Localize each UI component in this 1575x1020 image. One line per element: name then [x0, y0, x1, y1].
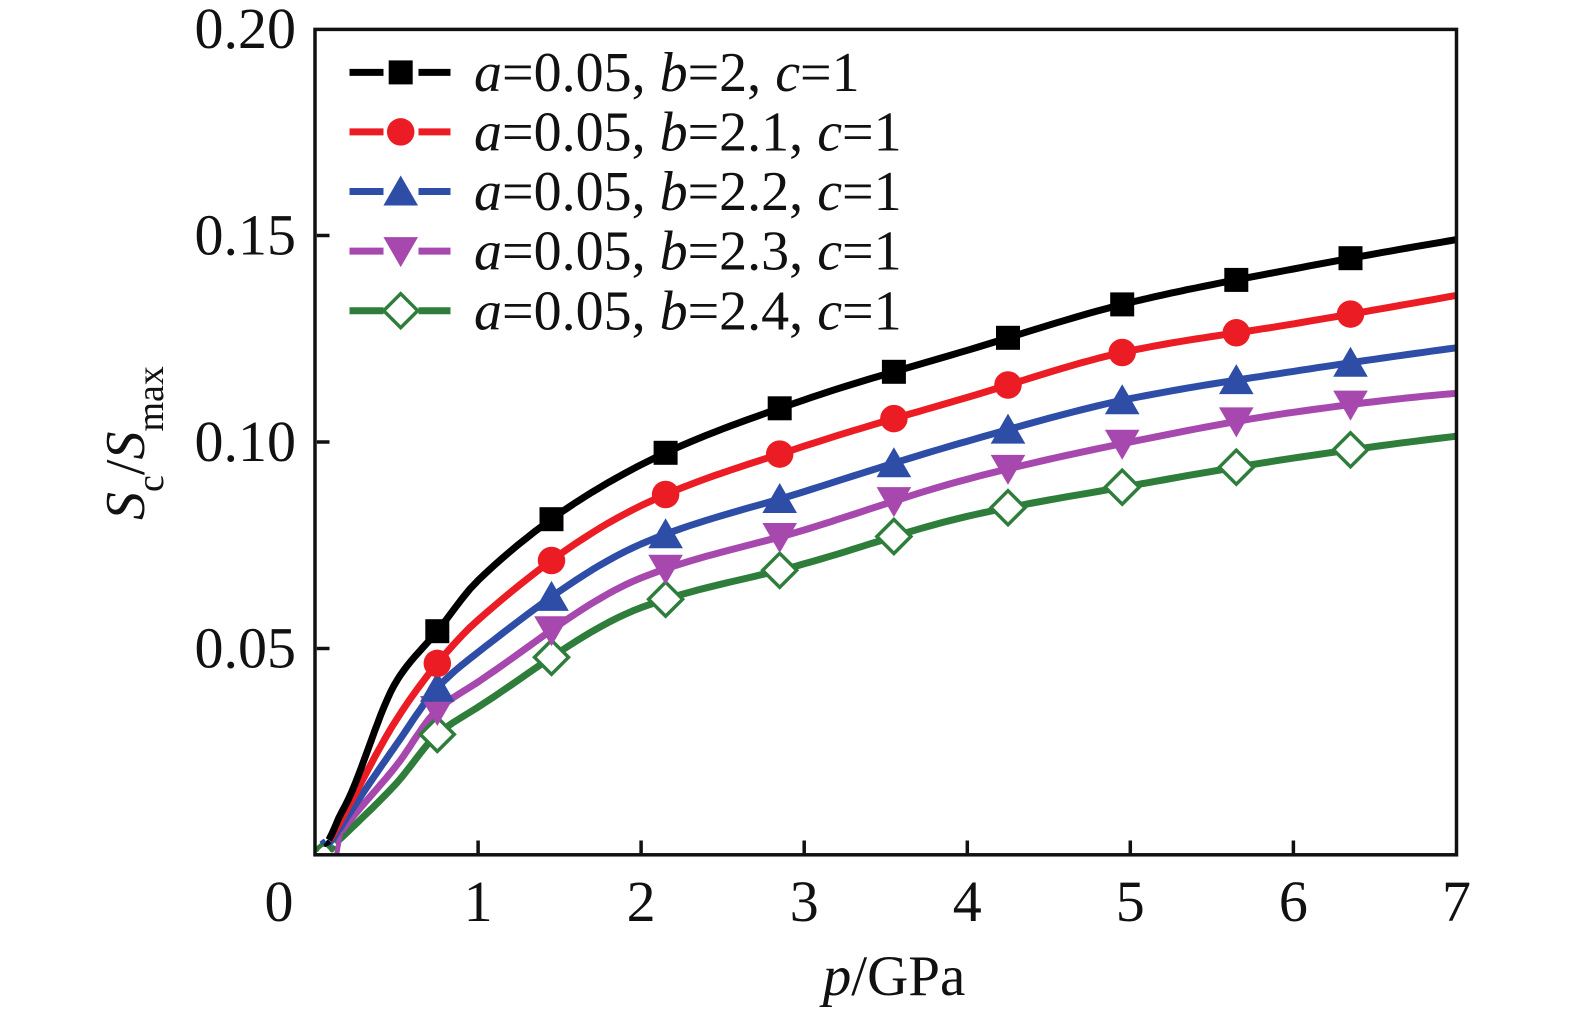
- svg-text:a=0.05, b=2.4, c=1: a=0.05, b=2.4, c=1: [474, 280, 902, 342]
- svg-text:0.15: 0.15: [195, 203, 297, 268]
- svg-text:0.20: 0.20: [195, 0, 297, 61]
- svg-text:4: 4: [953, 869, 982, 934]
- svg-text:a=0.05, b=2.1, c=1: a=0.05, b=2.1, c=1: [474, 102, 902, 164]
- svg-text:a=0.05, b=2.2, c=1: a=0.05, b=2.2, c=1: [474, 161, 902, 223]
- svg-text:7: 7: [1442, 869, 1471, 934]
- svg-text:2: 2: [627, 869, 656, 934]
- svg-text:1: 1: [464, 869, 493, 934]
- svg-text:0: 0: [265, 869, 294, 934]
- svg-text:p/GPa: p/GPa: [819, 945, 966, 1008]
- svg-text:a=0.05, b=2, c=1: a=0.05, b=2, c=1: [474, 42, 860, 104]
- svg-text:0.05: 0.05: [195, 616, 297, 681]
- svg-text:3: 3: [790, 869, 819, 934]
- svg-text:Sc/Smax: Sc/Smax: [95, 366, 172, 520]
- svg-text:6: 6: [1279, 869, 1308, 934]
- svg-text:0.10: 0.10: [195, 409, 297, 474]
- svg-text:a=0.05, b=2.3, c=1: a=0.05, b=2.3, c=1: [474, 221, 902, 283]
- svg-text:5: 5: [1116, 869, 1145, 934]
